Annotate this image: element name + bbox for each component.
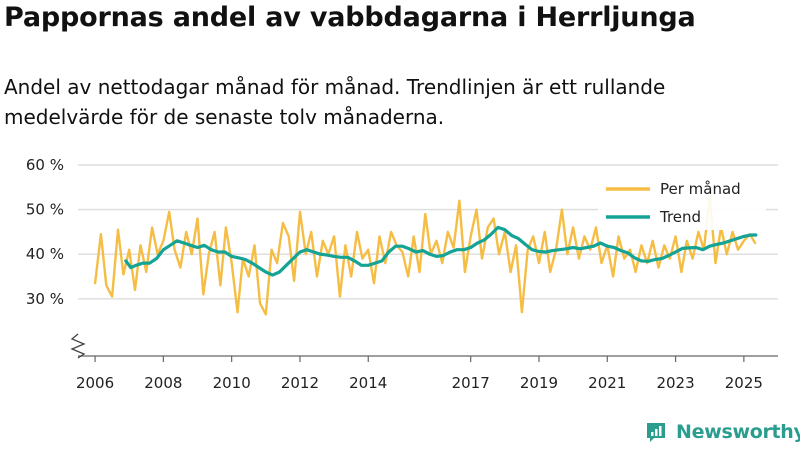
legend-label: Per månad [660, 180, 741, 198]
brand-logo: Newsworthy [644, 420, 800, 444]
y-tick-label: 40 % [26, 245, 64, 263]
legend-background [598, 174, 766, 230]
x-axis: 2006 2008 2010 2012 2014 2017 2019 2021 2023 2025 [76, 355, 778, 392]
plot-area [93, 195, 758, 316]
x-tick-label: 2019 [520, 374, 558, 392]
legend: Per månad Trend [598, 174, 766, 230]
x-tick-label: 2014 [349, 374, 387, 392]
legend-label: Trend [659, 208, 701, 226]
y-tick-label: 50 % [26, 201, 64, 219]
series-line-trend [124, 225, 758, 277]
x-tick-label: 2012 [281, 374, 319, 392]
newsworthy-logo-icon [647, 423, 665, 442]
axis-break-mark [70, 333, 86, 359]
x-tick-label: 2017 [452, 374, 490, 392]
axis-break-icon [70, 333, 86, 359]
chart-subtitle: Andel av nettodagar månad för månad. Tre… [4, 75, 666, 129]
x-tick-label: 2025 [725, 374, 763, 392]
chart-title: Pappornas andel av vabbdagarna i Herrlju… [4, 2, 696, 33]
x-tick-label: 2023 [656, 374, 694, 392]
y-tick-label: 30 % [26, 290, 64, 308]
brand-name: Newsworthy [676, 421, 800, 443]
series-line-per-manad [93, 195, 757, 316]
x-tick-label: 2021 [588, 374, 626, 392]
x-tick-label: 2010 [213, 374, 251, 392]
y-axis: 30 % 40 % 50 % 60 % [26, 156, 64, 308]
x-tick-label: 2006 [76, 374, 114, 392]
x-tick-label: 2008 [144, 374, 182, 392]
y-tick-label: 60 % [26, 156, 64, 174]
